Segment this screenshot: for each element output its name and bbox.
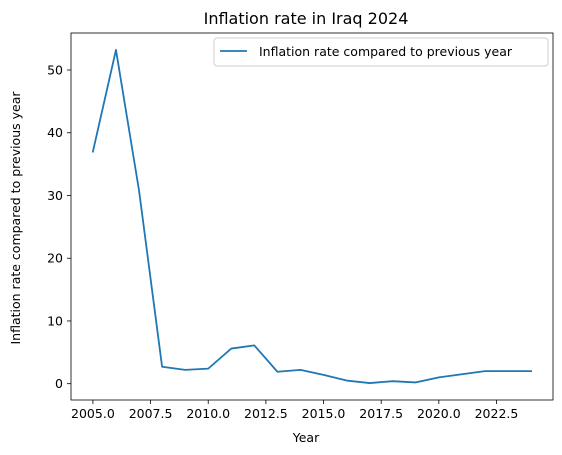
- y-tick-label: 30: [47, 188, 63, 203]
- chart-title: Inflation rate in Iraq 2024: [204, 9, 409, 28]
- x-tick-label: 2020.0: [417, 406, 461, 421]
- x-tick-label: 2017.5: [359, 406, 403, 421]
- legend: Inflation rate compared to previous year: [213, 37, 549, 67]
- data-point: [207, 368, 209, 370]
- y-tick-label: 50: [47, 63, 63, 78]
- y-axis-label: Inflation rate compared to previous year: [8, 91, 23, 345]
- plot-frame: [70, 32, 554, 401]
- data-point: [438, 377, 440, 379]
- data-point: [484, 370, 486, 372]
- series-layer: [91, 49, 532, 384]
- data-point: [184, 369, 186, 371]
- legend-box: [213, 37, 549, 67]
- legend-label: Inflation rate compared to previous year: [259, 44, 513, 59]
- data-point: [92, 151, 94, 153]
- data-point: [415, 382, 417, 384]
- data-point: [392, 380, 394, 382]
- y-tick-label: 40: [47, 125, 63, 140]
- data-point: [277, 371, 279, 373]
- data-point: [507, 370, 509, 372]
- data-point: [161, 366, 163, 368]
- y-tick-label: 20: [47, 251, 63, 266]
- data-point: [253, 345, 255, 347]
- x-tick-label: 2022.5: [475, 406, 519, 421]
- data-point: [115, 49, 117, 51]
- x-tick-label: 2005.0: [71, 406, 115, 421]
- y-tick-label: 0: [55, 376, 63, 391]
- x-tick-label: 2015.0: [302, 406, 346, 421]
- x-axis: 2005.0 2007.5 2010.0 2012.5 2015.0 2017.5 2020…: [71, 400, 518, 421]
- data-point: [323, 374, 325, 376]
- data-point: [138, 190, 140, 192]
- x-tick-label: 2012.5: [244, 406, 288, 421]
- data-point: [300, 369, 302, 371]
- series-line-0: [91, 49, 532, 384]
- data-point: [346, 380, 348, 382]
- data-point: [369, 382, 371, 384]
- y-tick-label: 10: [47, 313, 63, 328]
- data-point: [530, 370, 532, 372]
- data-point: [461, 373, 463, 375]
- x-tick-label: 2010.0: [186, 406, 230, 421]
- x-axis-label: Year: [292, 430, 320, 445]
- x-tick-label: 2007.5: [129, 406, 173, 421]
- data-point: [230, 348, 232, 350]
- y-axis: 0 10 20 30 40 50: [47, 63, 71, 391]
